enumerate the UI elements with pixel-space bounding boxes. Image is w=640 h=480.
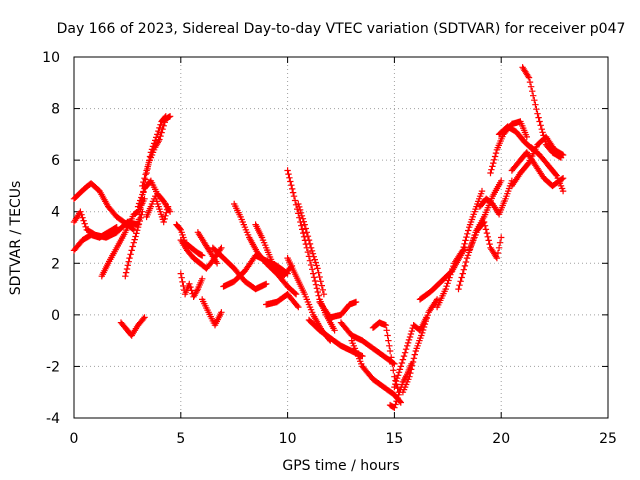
series-track-24 xyxy=(316,298,360,321)
series-track-13 xyxy=(177,270,206,300)
series-markers xyxy=(195,230,220,265)
data-point xyxy=(391,383,398,391)
x-tick-label: 20 xyxy=(492,431,510,447)
data-point xyxy=(301,221,308,228)
data-point xyxy=(295,200,302,208)
data-point xyxy=(538,126,545,133)
data-point xyxy=(122,273,129,280)
series-markers xyxy=(174,222,205,259)
series-track-38 xyxy=(495,123,537,153)
data-point xyxy=(386,347,394,355)
series-track-39 xyxy=(508,149,567,190)
series-track-37 xyxy=(487,118,530,177)
y-tick-label: -2 xyxy=(46,359,60,375)
series-track-10 xyxy=(134,177,174,215)
data-point xyxy=(455,285,462,293)
series-track-1 xyxy=(70,180,137,233)
series-markers xyxy=(509,150,566,189)
x-tick-label: 10 xyxy=(279,431,297,447)
series-track-19 xyxy=(252,221,296,280)
data-point xyxy=(126,254,133,262)
series-track-3 xyxy=(70,224,120,254)
series-markers xyxy=(118,315,147,338)
series-markers xyxy=(509,134,566,188)
data-point xyxy=(534,110,541,117)
data-point xyxy=(397,363,404,370)
data-point xyxy=(463,254,471,262)
series-track-20 xyxy=(263,291,302,311)
series-track-18 xyxy=(231,200,300,298)
data-point xyxy=(134,203,142,210)
series-markers xyxy=(264,291,301,309)
series-markers xyxy=(135,178,173,214)
data-point xyxy=(404,342,411,349)
grid xyxy=(74,57,608,418)
series-markers xyxy=(232,202,299,297)
series-markers xyxy=(392,316,429,388)
data-point xyxy=(498,234,505,241)
series-markers xyxy=(349,340,404,405)
series-track-36 xyxy=(476,177,516,218)
series-markers xyxy=(400,297,440,393)
y-tick-label: 6 xyxy=(51,153,60,169)
series-markers xyxy=(253,223,294,279)
data-point xyxy=(320,291,328,298)
y-tick-label: 0 xyxy=(51,308,60,324)
x-axis-label: GPS time / hours xyxy=(282,458,399,474)
series-track-33 xyxy=(433,187,486,311)
series-markers xyxy=(317,299,359,321)
tick-labels: 0 5 10 15 20 25 -4 -2 0 2 4 6 8 10 xyxy=(42,50,617,447)
series-track-40 xyxy=(519,64,565,161)
series-markers xyxy=(210,245,269,292)
series-markers xyxy=(435,190,485,309)
data-point xyxy=(314,265,321,272)
x-tick-label: 25 xyxy=(599,431,617,447)
series-markers xyxy=(71,224,119,253)
series-markers xyxy=(178,274,205,299)
series-markers xyxy=(496,124,536,153)
data-marks xyxy=(70,64,567,411)
series-track-14 xyxy=(194,229,221,267)
data-point xyxy=(310,270,317,277)
series-markers xyxy=(477,180,515,216)
series-track-23 xyxy=(295,200,328,298)
series-track-42 xyxy=(508,133,567,190)
series-track-16 xyxy=(209,244,270,293)
plot-frame xyxy=(73,56,609,419)
axis-ticks xyxy=(73,56,609,419)
y-tick-label: 4 xyxy=(51,205,60,221)
series-track-15 xyxy=(199,296,225,329)
series-markers xyxy=(140,113,173,186)
y-tick-label: 2 xyxy=(51,256,60,272)
series-track-11 xyxy=(173,221,206,259)
series-markers xyxy=(200,298,224,327)
series-track-27 xyxy=(348,337,404,406)
data-point xyxy=(284,167,291,174)
data-point xyxy=(530,92,537,99)
data-point xyxy=(290,193,298,200)
data-point xyxy=(307,244,315,251)
y-axis-label: SDTVAR / TECUs xyxy=(8,181,24,296)
series-markers xyxy=(467,219,504,260)
data-point xyxy=(487,169,494,177)
chart-title: Day 166 of 2023, Sidereal Day-to-day VTE… xyxy=(57,21,626,37)
data-point xyxy=(134,221,142,228)
data-point xyxy=(177,270,184,277)
x-tick-label: 15 xyxy=(385,431,403,447)
data-point xyxy=(130,239,137,246)
series-markers xyxy=(338,320,397,367)
y-tick-label: 10 xyxy=(42,50,60,66)
series-track-35 xyxy=(466,218,505,262)
series-markers xyxy=(388,362,414,411)
x-tick-label: 0 xyxy=(70,431,79,447)
series-track-5 xyxy=(117,314,148,339)
x-tick-label: 5 xyxy=(176,431,185,447)
y-tick-label: -4 xyxy=(46,411,60,427)
y-tick-label: 8 xyxy=(51,102,60,118)
series-markers xyxy=(296,203,326,294)
series-track-31 xyxy=(399,296,441,396)
series-track-8 xyxy=(139,113,174,190)
series-markers xyxy=(144,195,171,223)
